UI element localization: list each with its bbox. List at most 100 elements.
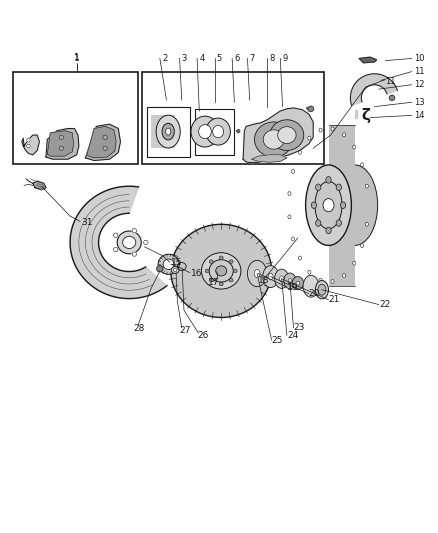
Ellipse shape xyxy=(340,202,346,208)
Polygon shape xyxy=(359,57,377,63)
Ellipse shape xyxy=(263,130,284,149)
Text: 13: 13 xyxy=(414,98,424,107)
Ellipse shape xyxy=(308,270,311,274)
Ellipse shape xyxy=(331,127,334,131)
Circle shape xyxy=(59,146,64,150)
Ellipse shape xyxy=(298,256,301,260)
Text: 11: 11 xyxy=(414,67,424,76)
Ellipse shape xyxy=(353,145,356,149)
Text: 24: 24 xyxy=(287,331,298,340)
Circle shape xyxy=(37,183,40,187)
Text: 8: 8 xyxy=(269,54,275,63)
Polygon shape xyxy=(47,131,74,156)
Ellipse shape xyxy=(199,125,211,139)
Text: 4: 4 xyxy=(199,54,205,63)
Text: 7: 7 xyxy=(250,54,255,63)
Ellipse shape xyxy=(326,227,331,234)
Circle shape xyxy=(59,135,64,140)
Ellipse shape xyxy=(275,269,289,288)
Polygon shape xyxy=(350,74,397,106)
Text: 10: 10 xyxy=(414,54,424,63)
Text: 5: 5 xyxy=(217,54,222,63)
Ellipse shape xyxy=(288,215,291,219)
Text: 11: 11 xyxy=(385,77,396,86)
Ellipse shape xyxy=(311,202,317,208)
Text: 23: 23 xyxy=(293,324,305,332)
Circle shape xyxy=(113,233,118,237)
Circle shape xyxy=(389,95,395,101)
Ellipse shape xyxy=(209,278,213,282)
Ellipse shape xyxy=(343,273,346,278)
Ellipse shape xyxy=(336,220,342,227)
Circle shape xyxy=(132,229,137,233)
Bar xyxy=(328,125,355,286)
Bar xyxy=(151,115,175,148)
Circle shape xyxy=(27,144,30,148)
Ellipse shape xyxy=(308,136,311,140)
Text: 25: 25 xyxy=(272,336,283,344)
Text: 16: 16 xyxy=(191,269,202,278)
Ellipse shape xyxy=(233,269,237,273)
Text: 12: 12 xyxy=(414,80,424,89)
Ellipse shape xyxy=(353,261,356,265)
Ellipse shape xyxy=(288,279,292,284)
Bar xyxy=(195,109,234,155)
Ellipse shape xyxy=(360,163,364,167)
Text: 17: 17 xyxy=(208,278,219,287)
Ellipse shape xyxy=(219,282,223,286)
Text: 20: 20 xyxy=(309,289,320,298)
Ellipse shape xyxy=(318,284,326,295)
Text: 9: 9 xyxy=(283,54,288,63)
Text: 28: 28 xyxy=(134,324,145,333)
Ellipse shape xyxy=(205,269,209,273)
Ellipse shape xyxy=(209,260,213,263)
Ellipse shape xyxy=(229,278,233,282)
Circle shape xyxy=(132,252,137,256)
Ellipse shape xyxy=(247,260,267,287)
Ellipse shape xyxy=(315,181,342,229)
Ellipse shape xyxy=(263,265,279,287)
Circle shape xyxy=(27,139,30,142)
Ellipse shape xyxy=(331,279,334,284)
Ellipse shape xyxy=(291,237,294,241)
Polygon shape xyxy=(87,126,116,158)
Polygon shape xyxy=(252,155,287,162)
Ellipse shape xyxy=(365,222,368,226)
Ellipse shape xyxy=(191,116,219,147)
Ellipse shape xyxy=(360,244,364,247)
Ellipse shape xyxy=(343,133,346,137)
Ellipse shape xyxy=(292,277,304,290)
Ellipse shape xyxy=(315,184,321,191)
Text: 26: 26 xyxy=(197,331,208,340)
Ellipse shape xyxy=(201,253,241,289)
Ellipse shape xyxy=(158,254,179,274)
Text: 1: 1 xyxy=(74,54,80,63)
Text: 14: 14 xyxy=(414,111,424,120)
Ellipse shape xyxy=(298,150,301,155)
Ellipse shape xyxy=(117,231,141,254)
Text: 31: 31 xyxy=(81,218,92,227)
Ellipse shape xyxy=(215,266,227,276)
Ellipse shape xyxy=(315,220,321,227)
Polygon shape xyxy=(22,135,39,155)
Ellipse shape xyxy=(254,122,293,157)
Text: 3: 3 xyxy=(182,54,187,63)
Ellipse shape xyxy=(336,184,342,191)
Text: 2: 2 xyxy=(162,54,167,63)
Polygon shape xyxy=(70,186,167,298)
Ellipse shape xyxy=(306,165,351,245)
Bar xyxy=(147,107,190,157)
Ellipse shape xyxy=(270,120,304,150)
Circle shape xyxy=(113,247,118,252)
Ellipse shape xyxy=(209,260,233,282)
Ellipse shape xyxy=(315,280,328,299)
Ellipse shape xyxy=(166,128,171,135)
Ellipse shape xyxy=(219,256,223,260)
Ellipse shape xyxy=(365,184,368,188)
Ellipse shape xyxy=(319,278,322,282)
Text: 1: 1 xyxy=(74,53,80,61)
Circle shape xyxy=(103,135,107,140)
Text: ζ: ζ xyxy=(361,108,370,123)
Ellipse shape xyxy=(296,281,300,285)
Ellipse shape xyxy=(163,259,174,270)
